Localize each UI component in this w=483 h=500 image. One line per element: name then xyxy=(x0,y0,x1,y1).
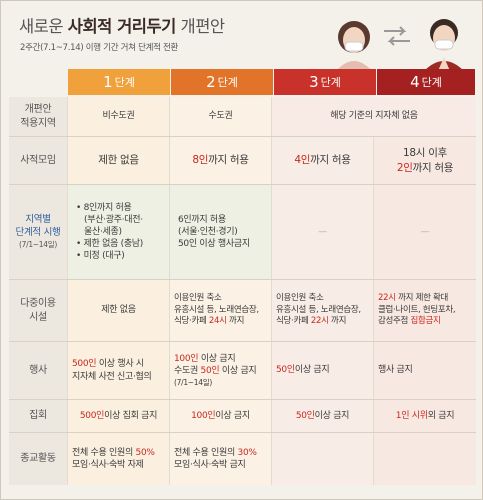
page-title: 새로운 사회적 거리두기 개편안 xyxy=(19,17,225,36)
level-4-header: 4 단계 xyxy=(377,69,475,95)
rally-level1: 500인 이상 집회 금지 xyxy=(68,400,170,432)
row-label-multi: 다중이용 시설 xyxy=(9,280,68,341)
table-row-private: 사적모임 제한 없음 8인 까지 허용 4인 까지 허용 18시 이후 2인까지 허용 xyxy=(9,137,476,185)
private-level1: 제한 없음 xyxy=(68,137,170,184)
area-level1: 비수도권 xyxy=(68,97,170,136)
private-level2: 8인 까지 허용 xyxy=(170,137,272,184)
multi-level1: 제한 없음 xyxy=(68,280,170,341)
table-row-rally: 집회 500인 이상 집회 금지 100인 이상 금지 50인 이상 금지 1인… xyxy=(9,400,476,433)
religion-level3 xyxy=(272,433,374,485)
rally-level2: 100인 이상 금지 xyxy=(170,400,272,432)
table-row-religion: 종교활동 전체 수용 인원의 50% 모임·식사·숙박 자제 전체 수용 인원의… xyxy=(9,433,476,485)
masked-people-illustration xyxy=(336,19,464,71)
regional-level2: 6인까지 허용 (서울·인천·경기) 50인 이상 행사금지 xyxy=(170,185,272,279)
table-row-event: 행사 500인 이상 행사 시 지자체 사전 신고·협의 100인 이상 금지 … xyxy=(9,342,476,400)
regional-level3: — xyxy=(272,185,374,279)
religion-level4 xyxy=(374,433,476,485)
table-row-area: 개편안 적용지역 비수도권 수도권 해당 기준의 지자체 없음 xyxy=(9,97,476,137)
table-row-multi: 다중이용 시설 제한 없음 이용인원 축소 유흥시설 등, 노래연습장, 식당·카… xyxy=(9,280,476,342)
event-level4: 행사 금지 xyxy=(374,342,476,399)
private-level3: 4인 까지 허용 xyxy=(272,137,374,184)
private-level4: 18시 이후 2인까지 허용 xyxy=(374,137,476,184)
row-label-area: 개편안 적용지역 xyxy=(9,97,68,136)
row-label-rally: 집회 xyxy=(9,400,68,432)
religion-level1: 전체 수용 인원의 50% 모임·식사·숙박 자제 xyxy=(68,433,170,485)
row-label-regional: 지역별 단계적 시행 (7/1~14일) xyxy=(9,185,68,279)
religion-level2: 전체 수용 인원의 30% 모임·식사·숙박 금지 xyxy=(170,433,272,485)
policy-table: 개편안 적용지역 비수도권 수도권 해당 기준의 지자체 없음 사적모임 제한 없… xyxy=(9,97,476,485)
event-level3: 50인 이상 금지 xyxy=(272,342,374,399)
level-3-header: 3 단계 xyxy=(274,69,376,95)
area-level34: 해당 기준의 지자체 없음 xyxy=(272,97,476,136)
regional-level4: — xyxy=(374,185,476,279)
multi-level3: 이용인원 축소 유흥시설 등, 노래연습장, 식당·카페 22시 까지 xyxy=(272,280,374,341)
row-label-event: 행사 xyxy=(9,342,68,399)
table-row-regional: 지역별 단계적 시행 (7/1~14일) • 8인까지 허용 (부산·광주·대전· … xyxy=(9,185,476,280)
rally-level3: 50인 이상 금지 xyxy=(272,400,374,432)
multi-level4: 22시 까지 제한 확대 클럽·나이트, 헌팅포차, 감성주점 집합금지 xyxy=(374,280,476,341)
row-label-private: 사적모임 xyxy=(9,137,68,184)
level-2-header: 2 단계 xyxy=(171,69,273,95)
regional-level1: • 8인까지 허용 (부산·광주·대전· 울산·세종) • 제한 없음 (충남)… xyxy=(68,185,170,279)
multi-level2: 이용인원 축소 유흥시설 등, 노래연습장, 식당·카페 24시 까지 xyxy=(170,280,272,341)
rally-level4: 1인 시위 외 금지 xyxy=(374,400,476,432)
row-label-religion: 종교활동 xyxy=(9,433,68,485)
event-level2: 100인 이상 금지 수도권 50인 이상 금지 (7/1~14일) xyxy=(170,342,272,399)
page-subtitle: 2주간(7.1~7.14) 이행 기간 거쳐 단계적 전환 xyxy=(20,43,179,53)
event-level1: 500인 이상 행사 시 지자체 사전 신고·협의 xyxy=(68,342,170,399)
area-level2: 수도권 xyxy=(170,97,272,136)
level-1-header: 1 단계 xyxy=(68,69,170,95)
